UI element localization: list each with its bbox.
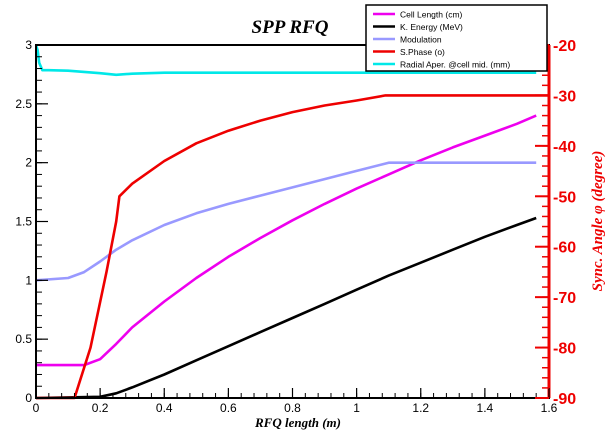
x-tick-label: 1 [353, 401, 360, 415]
y-right-tick-label: -70 [553, 290, 576, 307]
x-tick-label: 1.4 [477, 401, 494, 415]
legend-box [365, 4, 548, 72]
x-tick-label: 0.8 [284, 401, 301, 415]
series-layer [34, 44, 549, 400]
y-tick-label: 2.5 [15, 97, 32, 111]
y-tick-label: 2 [25, 156, 32, 170]
x-tick-label: 1.2 [412, 401, 429, 415]
series-line-3 [36, 94, 549, 400]
y-tick-label: 1 [25, 273, 32, 287]
legend-label-3: S.Phase (o) [400, 47, 445, 57]
y-right-tick-label: -80 [553, 341, 576, 358]
y-tick-label: 3 [25, 38, 32, 52]
series-line-0 [36, 114, 537, 367]
x-tick-label: 0.2 [92, 401, 109, 415]
chart-title: SPP RFQ [252, 17, 329, 38]
y-tick-label: 0 [25, 391, 32, 405]
tick-layer: 0 0.2 0.4 0.6 0.8 1 1.2 1.4 1.6 0 0.5 1 1.5 2 2.5 3 -90 -… [15, 38, 576, 415]
y-right-tick-label: -90 [553, 391, 576, 408]
series-line-2 [35, 161, 537, 282]
legend-label-4: Radial Aper. @cell mid. (mm) [400, 60, 510, 70]
legend-label-2: Modulation [400, 35, 442, 45]
y-right-tick-label: -60 [553, 240, 576, 257]
legend: Cell Length (cm) K. Energy (MeV) Modulatio… [365, 4, 548, 72]
y-tick-label: 0.5 [15, 332, 32, 346]
x-tick-label: 0 [33, 401, 40, 415]
y-tick-label: 1.5 [15, 215, 32, 229]
y-right-axis-label: Sync. Angle φ (degree) [590, 151, 606, 292]
x-tick-label: 0.6 [220, 401, 237, 415]
x-axis-label: RFQ length (m) [254, 415, 341, 430]
y-right-tick-label: -30 [553, 88, 576, 105]
y-right-tick-label: -20 [553, 38, 576, 55]
x-tick-label: 0.4 [156, 401, 173, 415]
x-tick-label: 1.6 [541, 401, 558, 415]
series-line-4 [34, 44, 537, 77]
legend-label-1: K. Energy (MeV) [400, 22, 463, 32]
series-line-1 [35, 216, 537, 400]
legend-label-0: Cell Length (cm) [400, 10, 463, 20]
y-right-tick-label: -40 [553, 139, 576, 156]
y-right-tick-label: -50 [553, 189, 576, 206]
